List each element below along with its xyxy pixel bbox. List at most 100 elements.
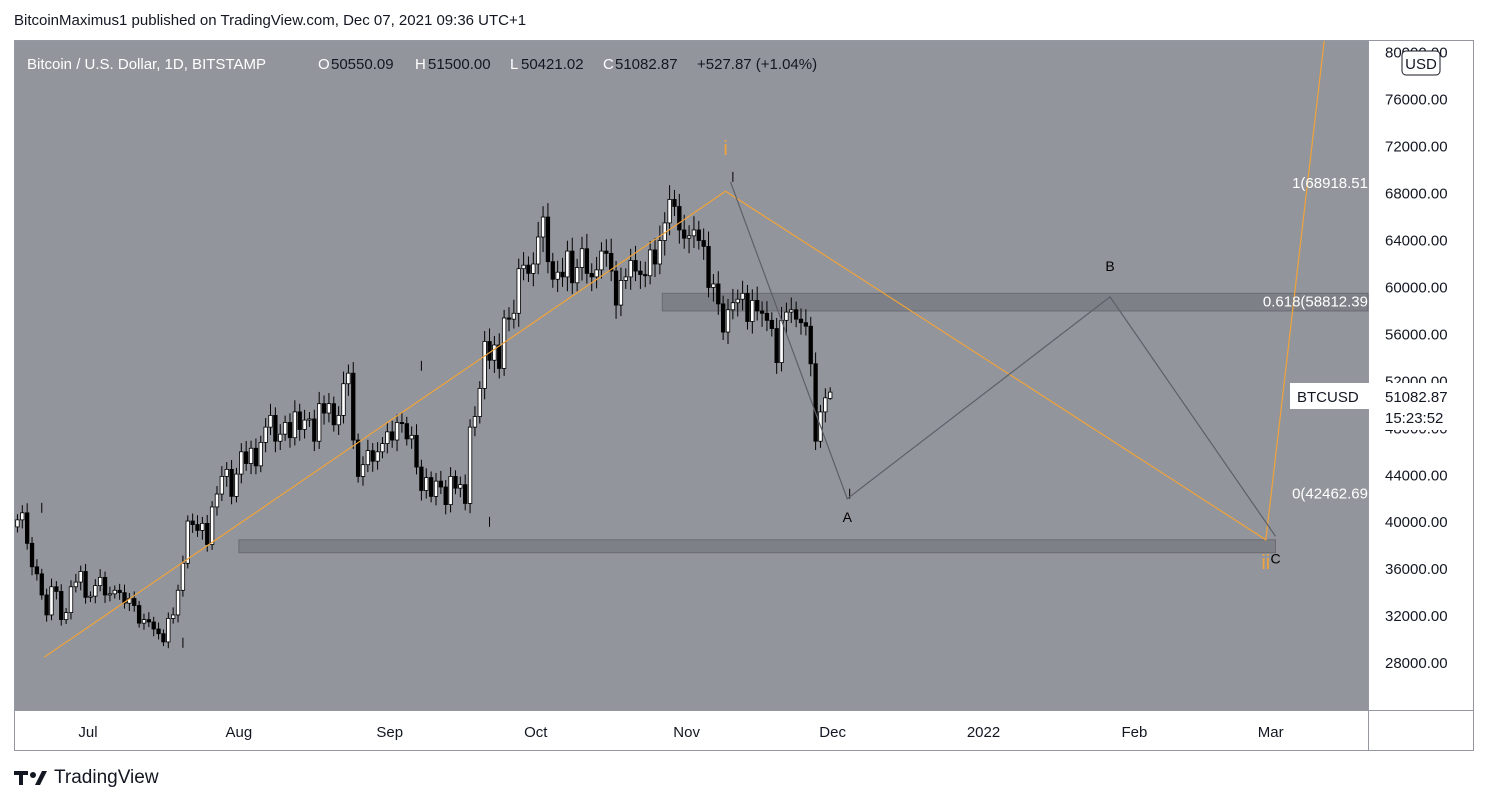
candle [716,271,721,315]
candle-body [63,612,69,621]
candle-body [745,292,750,322]
candle [560,257,565,287]
x-tick-label: Dec [819,724,846,741]
ohlc-low-value: 50421.02 [521,56,584,73]
candle-body [317,403,322,442]
candle-body [244,451,249,464]
candle [404,416,409,446]
ohlc-high-value: 51500.00 [428,56,491,73]
candle [550,252,555,288]
candle [59,584,64,626]
candle [526,256,531,283]
published-caption: BitcoinMaximus1 published on TradingView… [14,12,527,29]
candle [229,459,234,505]
candle [29,537,35,576]
candle-body [20,512,25,521]
candle [774,317,779,374]
candle [482,331,487,400]
candle [73,573,78,593]
candle [78,565,83,591]
footer-brand[interactable]: TradingView [14,767,159,789]
candle-body [443,486,448,506]
x-tick-label: Jul [78,724,97,741]
candle [44,588,49,622]
candle [146,612,151,628]
candle [273,407,278,453]
candle-body [404,423,409,440]
candle [98,569,103,592]
wave-label: A [843,509,853,525]
candle-body [278,433,283,442]
candle-body [677,206,682,231]
price-chart[interactable]: iiiABC1(68918.510.618(58812.390(42462.69… [15,41,1473,750]
candle-body [472,416,478,428]
candle [808,316,813,377]
candle [647,241,653,285]
candle [443,479,448,515]
candle [161,629,166,647]
candle [438,470,444,495]
candle [68,580,74,620]
candle [730,288,736,320]
candle [531,252,536,287]
wave-label: B [1105,258,1114,274]
candle-body [813,363,818,442]
y-tick-label: 28000.00 [1385,655,1448,672]
candle [424,468,429,499]
candle-body [628,260,633,278]
candle [769,312,774,337]
fib-level-label: 0.618(58812.39 [1263,293,1368,310]
candle [652,238,658,278]
candle [214,486,220,516]
candle-body [647,249,653,277]
candle [331,396,336,432]
candle [555,260,560,293]
candle-body [584,248,590,274]
currency-button-label: USD [1405,56,1437,73]
candle [239,443,244,484]
candle-body [618,280,624,306]
candle-body [672,199,677,207]
candle-body [93,585,98,597]
candle-body [39,573,44,596]
candle [380,436,385,459]
candle [175,584,181,623]
candle [823,388,828,423]
candle-body [287,422,293,439]
candle [784,302,789,334]
candle-body [399,422,405,425]
candle [63,608,69,625]
candle-body [555,271,560,280]
candle [613,260,619,319]
candle [166,612,171,649]
candle-body [346,372,351,385]
candle-body [691,229,697,237]
candle [506,307,512,332]
candle-body [453,476,458,489]
candle [750,289,755,334]
candle-body [759,310,765,314]
support-zone [238,539,1277,554]
candle-body [458,484,463,489]
candle-body [156,628,161,635]
candle [521,252,526,281]
candle-body [701,240,706,247]
candle [302,409,307,439]
ohlc-close-label: C [603,56,614,73]
candle [355,433,361,483]
candle-body [253,447,259,467]
candle-body [166,618,171,643]
candle [278,424,283,451]
candle [657,225,663,275]
currency-button[interactable]: USD [1401,50,1441,76]
candle-body [779,319,784,363]
candle-body [136,605,142,624]
candle [224,462,229,487]
candle-body [68,586,74,613]
candle-body [171,614,176,619]
y-tick-label: 40000.00 [1385,514,1448,531]
candle-body [667,199,672,224]
candle [112,585,117,599]
candle [472,406,478,437]
candle-body [643,274,648,277]
